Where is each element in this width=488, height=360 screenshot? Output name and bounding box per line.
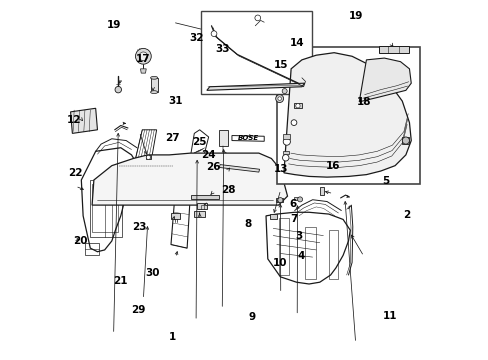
Text: 5: 5 [382,176,389,186]
Bar [276,47,419,184]
Polygon shape [190,195,219,199]
Text: 9: 9 [248,312,255,322]
Text: 22: 22 [68,168,82,178]
Circle shape [115,86,121,93]
Polygon shape [140,69,146,73]
Bar [201,12,311,94]
Text: 28: 28 [221,185,236,195]
Text: 25: 25 [192,137,206,147]
Text: 30: 30 [145,267,160,278]
Polygon shape [283,150,289,154]
Text: 23: 23 [132,222,146,232]
Circle shape [275,95,283,103]
Ellipse shape [150,76,158,79]
Text: 17: 17 [136,54,150,64]
Polygon shape [206,83,304,90]
Circle shape [282,89,286,94]
Circle shape [139,52,147,60]
Polygon shape [283,134,290,139]
Text: 24: 24 [201,150,215,160]
Circle shape [290,120,296,126]
Text: 20: 20 [73,236,87,246]
Text: 27: 27 [165,133,180,143]
Polygon shape [359,58,410,102]
Polygon shape [293,197,298,201]
Text: 13: 13 [273,164,287,174]
Text: 18: 18 [356,97,370,107]
Circle shape [277,97,281,100]
Text: 6: 6 [288,199,296,210]
Text: 1: 1 [169,332,176,342]
Polygon shape [150,78,158,92]
Polygon shape [145,155,151,159]
Text: 11: 11 [383,311,397,321]
Polygon shape [197,203,206,209]
Circle shape [283,138,290,145]
Text: 8: 8 [244,220,251,229]
Circle shape [211,31,217,37]
Circle shape [282,154,288,161]
Text: 15: 15 [273,60,287,70]
Polygon shape [194,211,204,217]
Text: 10: 10 [272,258,286,268]
Polygon shape [284,53,410,177]
Circle shape [146,155,150,159]
Polygon shape [70,108,97,134]
Polygon shape [92,153,287,205]
Ellipse shape [150,91,158,94]
Text: 16: 16 [325,161,340,171]
Text: BOSE: BOSE [237,135,258,141]
Circle shape [277,198,282,203]
Polygon shape [231,135,264,141]
Text: 33: 33 [215,44,229,54]
Text: 32: 32 [188,33,203,42]
Polygon shape [276,198,283,202]
Circle shape [295,104,300,108]
Text: 29: 29 [131,305,145,315]
Text: 3: 3 [295,231,303,241]
Polygon shape [402,137,408,144]
Text: 12: 12 [67,115,81,125]
Text: 19: 19 [348,11,362,21]
Polygon shape [293,103,301,108]
Text: 31: 31 [168,96,183,106]
Polygon shape [269,214,276,220]
Polygon shape [319,187,324,195]
Circle shape [297,197,302,202]
Circle shape [254,15,260,21]
Text: 2: 2 [403,210,410,220]
Text: 4: 4 [297,251,304,261]
Circle shape [135,48,151,64]
Polygon shape [219,165,259,172]
Text: 7: 7 [289,214,297,224]
Text: 19: 19 [106,20,121,30]
Text: 21: 21 [113,276,128,286]
Polygon shape [171,213,180,220]
Polygon shape [219,130,228,146]
Text: 26: 26 [205,162,220,172]
Text: 14: 14 [289,38,304,48]
Circle shape [402,137,408,144]
Polygon shape [378,45,408,53]
